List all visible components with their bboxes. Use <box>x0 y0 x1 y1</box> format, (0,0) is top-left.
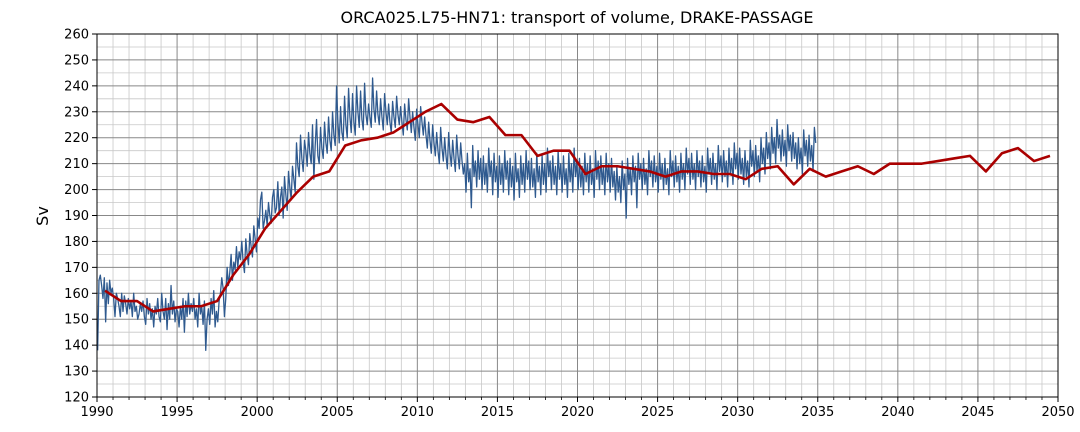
grid-major <box>97 34 1058 397</box>
y-tick-label: 190 <box>64 209 89 224</box>
y-tick-label: 230 <box>64 105 89 120</box>
y-tick-label: 160 <box>64 287 89 302</box>
chart-title: ORCA025.L75-HN71: transport of volume, D… <box>341 8 814 27</box>
y-tick-label: 150 <box>64 313 89 328</box>
x-tick-label: 2010 <box>401 405 434 420</box>
y-tick-label: 200 <box>64 183 89 198</box>
x-tick-labels: 1990 1995 2000 2005 2010 2015 2020 2025 2030 2035… <box>80 405 1074 420</box>
x-tick-label: 2015 <box>481 405 514 420</box>
tick-marks <box>92 33 1059 402</box>
series-layer <box>96 77 1051 351</box>
x-tick-label: 2000 <box>241 405 274 420</box>
x-tick-label: 1990 <box>80 405 113 420</box>
y-tick-labels: 120 130 140 150 160 170 180 190 200 210 220 230 240 2… <box>64 28 89 406</box>
y-tick-label: 250 <box>64 53 89 68</box>
y-tick-label: 260 <box>64 28 89 43</box>
x-tick-label: 1995 <box>161 405 194 420</box>
y-tick-label: 180 <box>64 235 89 250</box>
y-tick-label: 170 <box>64 261 89 276</box>
x-tick-label: 2025 <box>641 405 674 420</box>
x-tick-label: 2035 <box>801 405 834 420</box>
y-tick-label: 140 <box>64 339 89 354</box>
series-line-annual-mean <box>104 102 1051 313</box>
y-tick-label: 120 <box>64 391 89 406</box>
x-tick-label: 2030 <box>721 405 754 420</box>
y-tick-label: 220 <box>64 131 89 146</box>
y-tick-label: 130 <box>64 365 89 380</box>
series-line-monthly <box>96 77 817 351</box>
y-tick-label: 210 <box>64 157 89 172</box>
x-tick-label: 2040 <box>881 405 914 420</box>
y-axis-label: Sv <box>33 206 52 226</box>
x-tick-label: 2005 <box>321 405 354 420</box>
x-tick-label: 2050 <box>1041 405 1074 420</box>
x-tick-label: 2045 <box>961 405 994 420</box>
x-tick-label: 2020 <box>561 405 594 420</box>
y-tick-label: 240 <box>64 79 89 94</box>
